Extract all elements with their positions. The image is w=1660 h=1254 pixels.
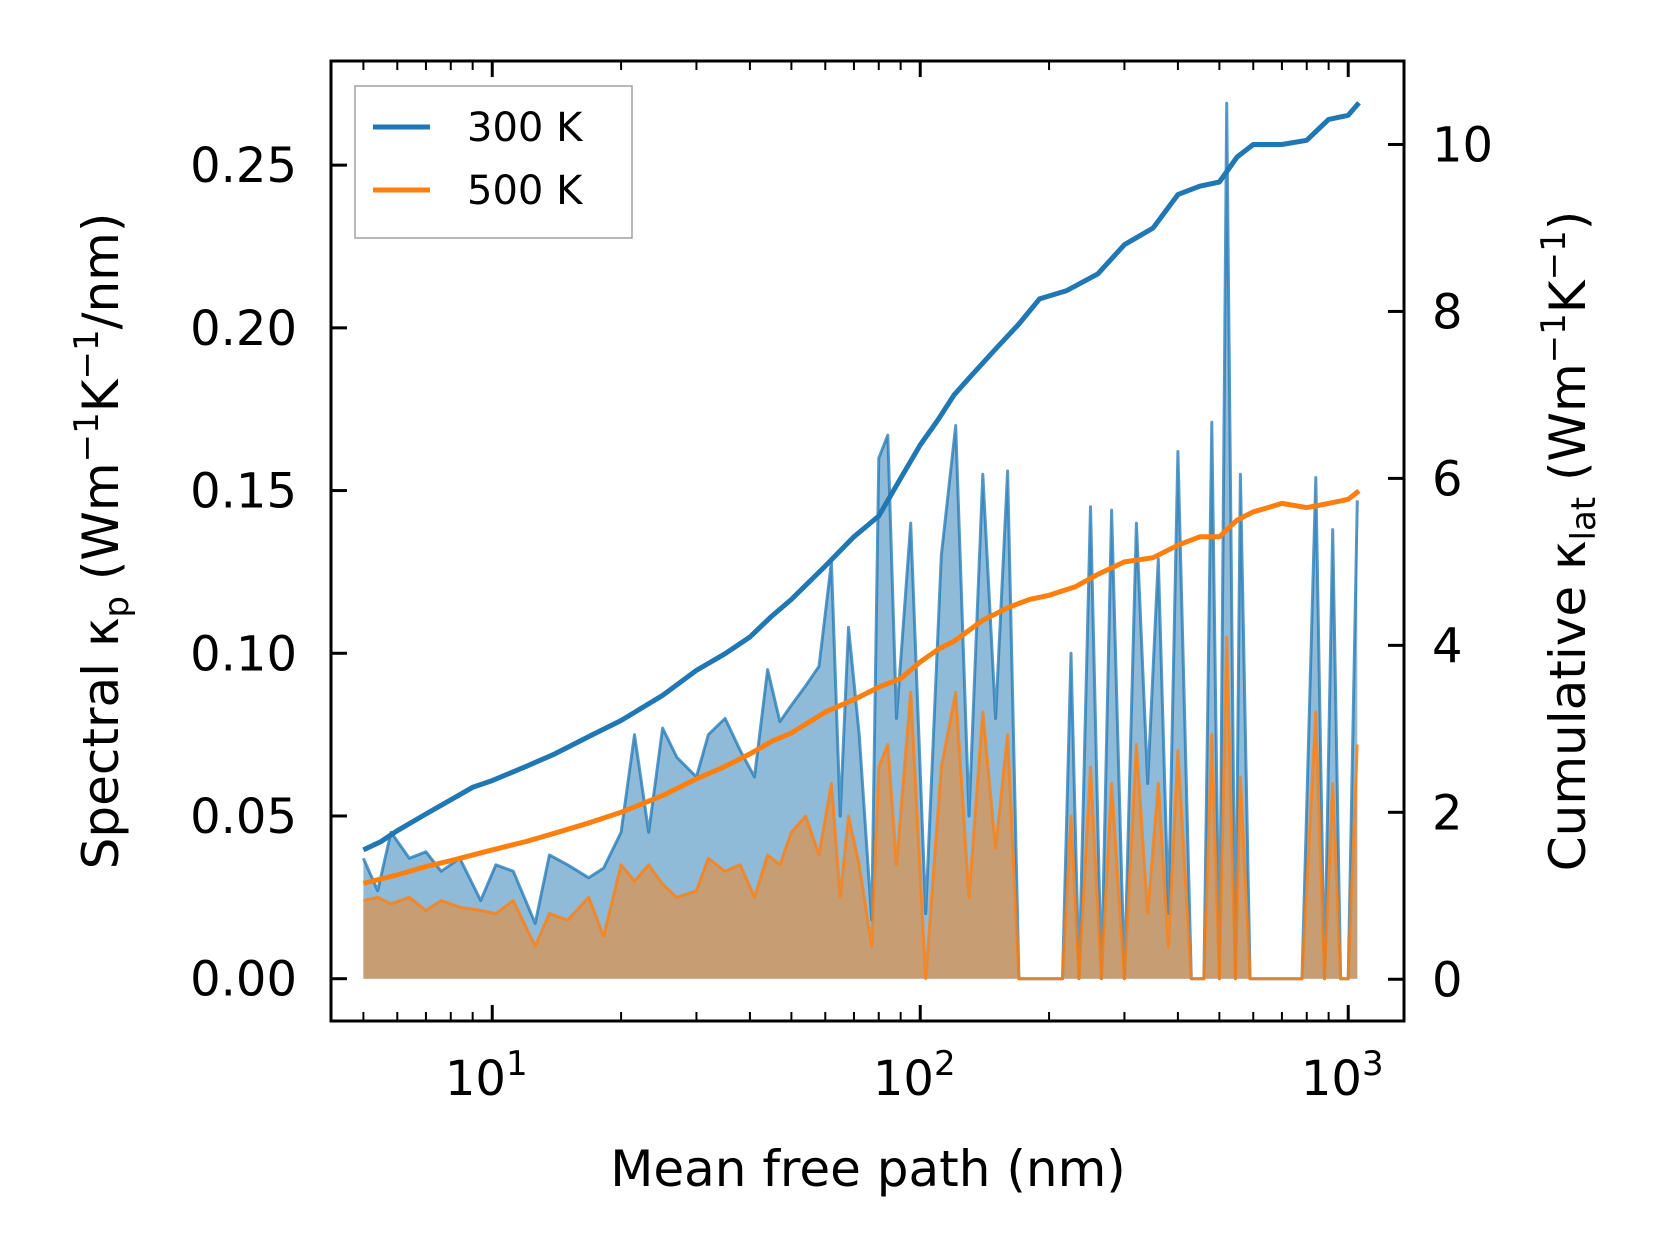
y-tick-label-left: 0.00 (190, 952, 297, 1008)
y-right-sub: lat (1564, 497, 1604, 541)
y-left-units: (Wm (72, 462, 130, 580)
x-tick-exp: 2 (934, 1044, 956, 1084)
y-tick-label-right: 2 (1432, 785, 1463, 841)
y-axis-title-right: Cumulative κlat (Wm−1K−1) (1534, 211, 1604, 872)
y-left-sup1: −1 (67, 412, 107, 462)
x-tick-label: 102 (873, 1044, 956, 1107)
spectral-300k-fill (363, 103, 1358, 979)
y-left-sub: p (97, 596, 137, 618)
y-tick-label-left: 0.20 (190, 301, 297, 357)
y-tick-label-left: 0.05 (190, 789, 297, 845)
spectral-500k-fill (363, 637, 1358, 979)
x-axis-title: Mean free path (nm) (610, 1140, 1126, 1198)
legend-label-300k: 300 K (467, 105, 584, 151)
y-axis-title-left: Spectral κp (Wm−1K−1/nm) (67, 213, 137, 870)
y-tick-label-right: 6 (1432, 451, 1463, 507)
x-tick-label: 101 (445, 1044, 528, 1107)
spectral-300k-line (362, 101, 1359, 981)
y-tick-label-right: 10 (1432, 117, 1493, 173)
y-right-sup2: −1 (1534, 230, 1574, 280)
x-tick-base: 10 (445, 1051, 506, 1107)
cumulative-300k-line (362, 101, 1361, 853)
y-right-units: (Wm (1539, 363, 1597, 481)
legend: 300 K 500 K (354, 85, 633, 239)
x-tick-base: 10 (1301, 1051, 1362, 1107)
legend-label-500k: 500 K (467, 168, 584, 214)
y-tick-label-right: 0 (1432, 952, 1463, 1008)
y-right-base: Cumulative κ (1539, 541, 1597, 872)
y-right-k: K (1539, 279, 1597, 313)
cumulative-500k-line (362, 488, 1361, 886)
y-tick-label-left: 0.15 (190, 464, 297, 520)
plot-frame (329, 59, 1406, 1023)
legend-box (354, 85, 633, 239)
y-left-sup2: −1 (67, 329, 107, 379)
y-tick-label-right: 8 (1432, 284, 1463, 340)
y-right-sup1: −1 (1534, 313, 1574, 363)
y-left-base: Spectral κ (72, 618, 130, 870)
y-right-tail: ) (1539, 211, 1597, 231)
x-tick-base: 10 (873, 1051, 934, 1107)
y-tick-label-left: 0.10 (190, 626, 297, 682)
y-tick-label-right: 4 (1432, 618, 1463, 674)
y-left-tail: /nm) (72, 213, 130, 330)
y-tick-label-left: 0.25 (190, 138, 297, 194)
x-tick-exp: 3 (1362, 1044, 1384, 1084)
spectral-500k-line (363, 635, 1359, 981)
x-tick-exp: 1 (506, 1044, 528, 1084)
x-tick-label: 103 (1301, 1044, 1384, 1107)
y-left-k: K (72, 378, 130, 412)
